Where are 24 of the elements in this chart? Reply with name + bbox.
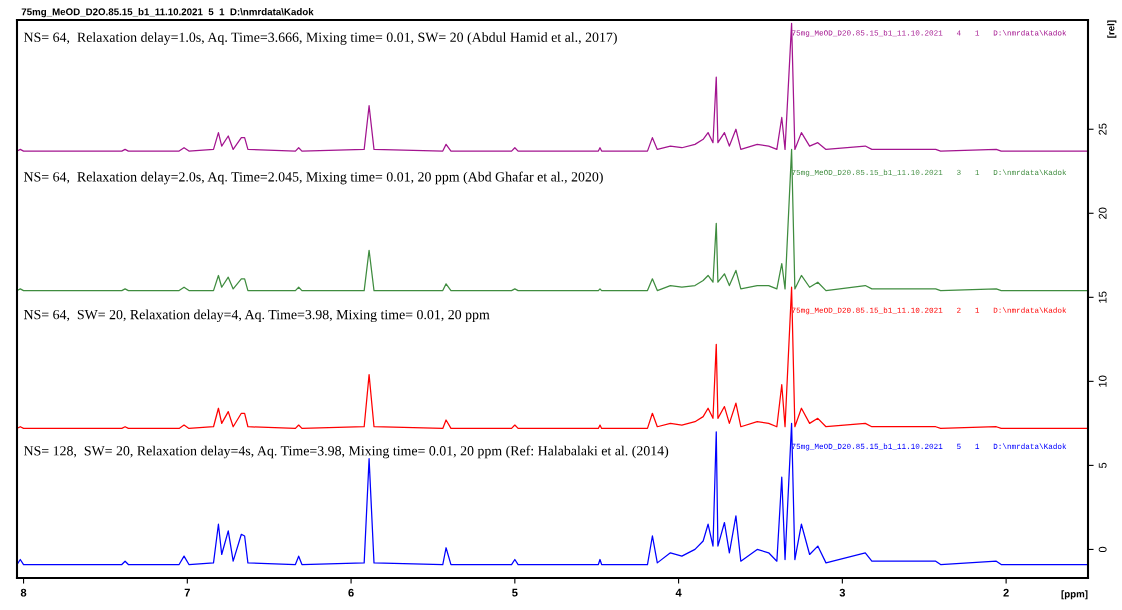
y-tick-label: 20 (1098, 207, 1107, 219)
x-tick-label: 2 (1003, 588, 1009, 597)
line-series (17, 286, 1088, 430)
x-tick-label: 8 (20, 588, 27, 597)
x-tick-label: 4 (675, 588, 682, 597)
chart-title: 75mg_MeOD_D2O.85.15_b1_11.10.2021 5 1 D:\nmrdata\Kadok (21, 8, 314, 18)
annotation: NS= 64, Relaxation delay=1.0s, Aq. Time=3.666, Mixing time= 0.01, SW= 20 (Abdul Hamid et al., 2017) (23, 32, 617, 45)
y-tick-label: 10 (1098, 375, 1107, 387)
x-tick-label: 6 (348, 588, 354, 597)
annotation: NS= 128, SW= 20, Relaxation delay=4s, Aq. Time=3.98, Mixing time= 0.01, 20 ppm (Ref: Halabalaki et al. (2014) (23, 445, 669, 459)
annotation: NS= 64, SW= 20, Relaxation delay=4, Aq. Time=3.98, Mixing time= 0.01, 20 ppm (23, 309, 490, 323)
y-axis-title: [rel] (1107, 20, 1117, 38)
x-tick-label: 3 (839, 588, 846, 597)
x-tick-label: 5 (512, 588, 518, 597)
y-tick-label: 5 (1098, 462, 1107, 469)
x-tick-label: 7 (184, 588, 190, 597)
line-series (17, 422, 1088, 566)
annotation: NS= 64, Relaxation delay=2.0s, Aq. Time=2.045, Mixing time= 0.01, 20 ppm (Abd Ghafar et al., 2020) (23, 171, 603, 185)
x-axis-title: [ppm] (1061, 590, 1088, 600)
y-tick-label: 15 (1098, 291, 1107, 303)
y-tick-label: 25 (1098, 123, 1107, 135)
line-series (17, 148, 1088, 292)
y-tick-label: 0 (1098, 546, 1107, 553)
line-series (17, 22, 1088, 152)
